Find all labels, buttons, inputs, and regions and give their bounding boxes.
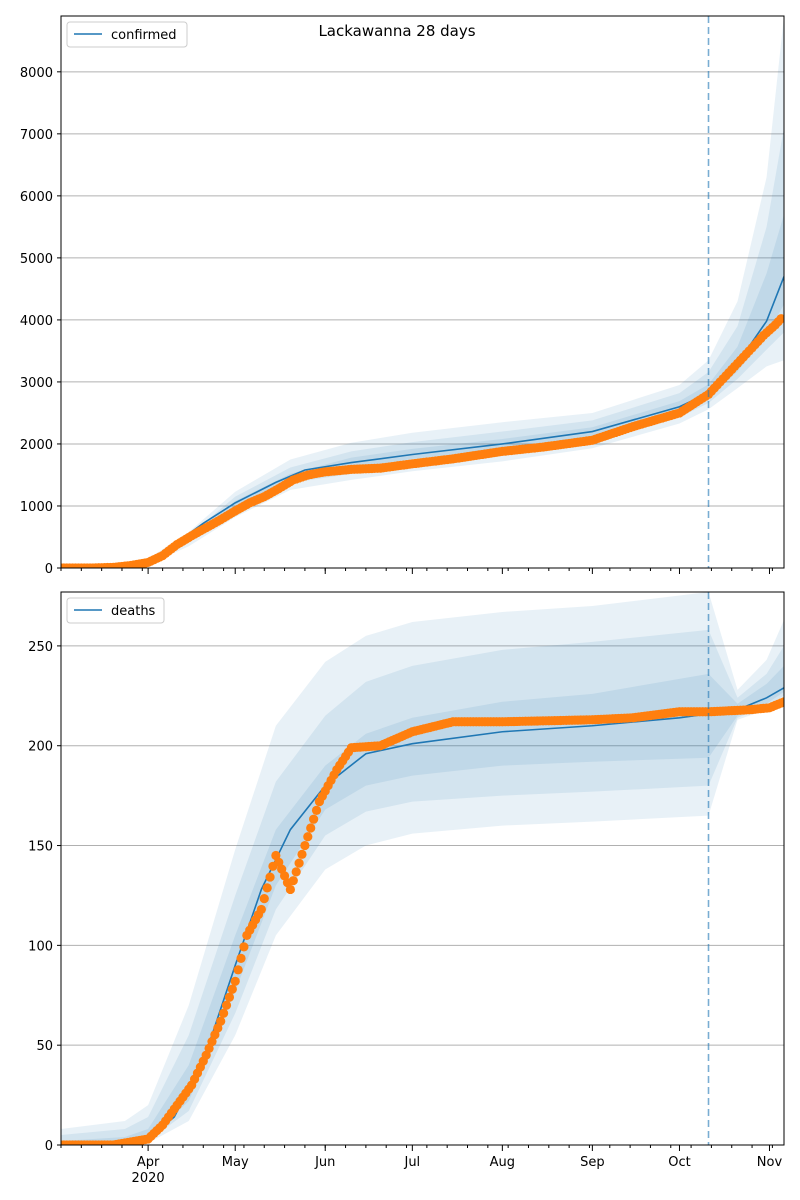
observed-point bbox=[221, 1000, 232, 1010]
interval-band-outer bbox=[61, 16, 784, 568]
observed-point bbox=[288, 876, 298, 886]
observed-point bbox=[297, 849, 307, 859]
observed-point bbox=[236, 953, 246, 963]
observed-point bbox=[309, 814, 319, 824]
y-tick-label: 200 bbox=[28, 740, 53, 755]
x-year-label: 2020 bbox=[132, 1171, 165, 1186]
plot-area bbox=[61, 16, 784, 568]
y-tick-label: 7000 bbox=[20, 128, 53, 143]
observed-point bbox=[291, 867, 301, 877]
observed-point bbox=[294, 858, 304, 868]
observed-point bbox=[233, 965, 243, 975]
interval-band-middle bbox=[61, 127, 784, 568]
observed-point bbox=[285, 884, 295, 895]
observed-point bbox=[265, 872, 275, 882]
y-tick-label: 6000 bbox=[20, 190, 53, 205]
observed-point bbox=[224, 992, 235, 1002]
observed-point bbox=[227, 984, 237, 994]
y-tick-label: 4000 bbox=[20, 314, 53, 329]
x-tick-label: Aug bbox=[490, 1155, 515, 1170]
legend-label: deaths bbox=[111, 604, 156, 619]
y-tick-label: 250 bbox=[28, 640, 53, 655]
observed-point bbox=[306, 823, 316, 833]
x-tick-label: Sep bbox=[580, 1155, 605, 1170]
x-tick-label: Apr bbox=[137, 1155, 160, 1170]
observed-point bbox=[300, 840, 310, 851]
observed-point bbox=[311, 805, 322, 816]
x-tick-label: Jun bbox=[314, 1155, 335, 1170]
x-tick-label: Jul bbox=[403, 1155, 420, 1170]
y-tick-label: 150 bbox=[28, 840, 53, 855]
y-tick-label: 3000 bbox=[20, 376, 53, 391]
observed-point bbox=[776, 314, 784, 324]
figure-title: Lackawanna 28 days bbox=[318, 22, 475, 40]
axes-frame bbox=[60, 15, 785, 569]
interval-band-outer bbox=[61, 592, 784, 1145]
observed-point bbox=[779, 697, 784, 707]
legend-box bbox=[66, 21, 188, 48]
y-tick-label: 5000 bbox=[20, 252, 53, 267]
observed-point bbox=[256, 904, 266, 915]
observed-point bbox=[219, 1008, 229, 1018]
observed-point bbox=[230, 976, 240, 986]
observed-point bbox=[239, 942, 249, 952]
plot-area bbox=[61, 592, 784, 1145]
interval-band-middle bbox=[61, 629, 784, 1145]
y-tick-label: 1000 bbox=[20, 500, 53, 515]
y-tick-label: 50 bbox=[36, 1039, 53, 1054]
axes-frame bbox=[60, 591, 785, 1146]
legend: confirmed bbox=[66, 21, 188, 48]
legend-label: confirmed bbox=[111, 28, 177, 43]
observed-point bbox=[262, 883, 272, 893]
y-tick-label: 0 bbox=[45, 562, 53, 577]
observed-point bbox=[259, 894, 269, 904]
y-tick-label: 8000 bbox=[20, 66, 53, 81]
confirmed-panel: 0 1000 2000 3000 4000 5000 6000 7000 8000 confirm… bbox=[20, 15, 785, 577]
legend: deaths bbox=[66, 597, 165, 624]
observed-point bbox=[216, 1016, 226, 1026]
x-tick-label: Oct bbox=[668, 1155, 690, 1170]
y-tick-label: 2000 bbox=[20, 438, 53, 453]
x-tick-label: Nov bbox=[757, 1155, 783, 1170]
y-tick-label: 100 bbox=[28, 939, 53, 954]
y-tick-label: 0 bbox=[45, 1139, 53, 1154]
legend-box bbox=[66, 597, 165, 624]
observed-point bbox=[303, 832, 313, 842]
x-tick-label: May bbox=[222, 1155, 249, 1170]
